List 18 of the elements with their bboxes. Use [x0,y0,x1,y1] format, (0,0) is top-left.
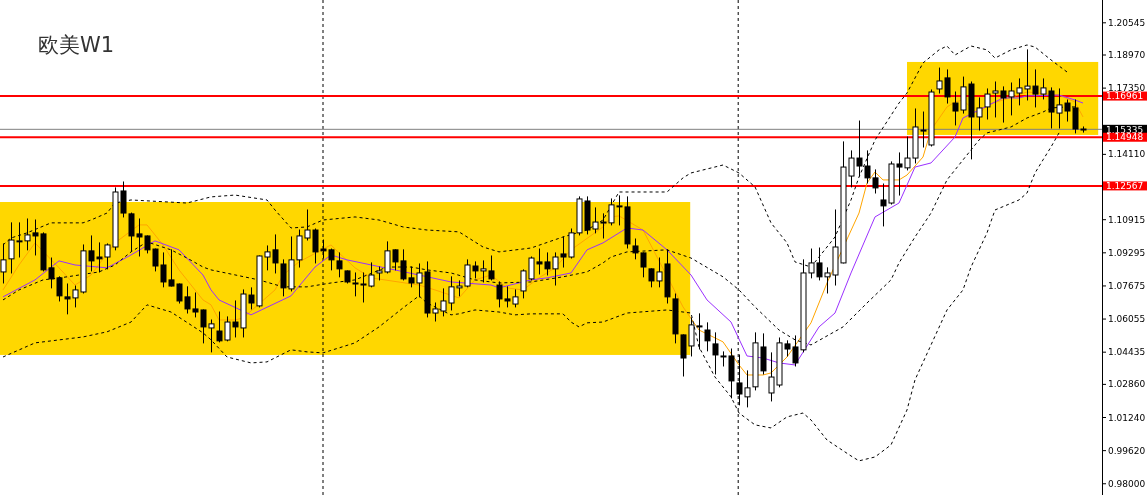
ytick: 1.07675 [1108,280,1146,291]
ytick: 1.01240 [1108,412,1146,423]
ytick: 1.14110 [1108,149,1146,160]
ytick: 1.18970 [1108,50,1146,60]
ytick: 0.99620 [1108,445,1146,456]
ytick: 1.20545 [1108,17,1146,28]
ytick: 0.98000 [1108,478,1146,489]
ytick: 1.06055 [1108,314,1146,325]
title: 欧美W1 [38,33,115,57]
ref-label: 1.12567 [1106,181,1144,192]
ytick: 1.10915 [1108,214,1146,225]
ytick: 1.17350 [1108,83,1146,94]
ytick: 1.09295 [1108,247,1146,258]
ref-label: 1.14948 [1106,132,1144,143]
ref-label: 1.15335 [1106,124,1144,135]
ytick: 1.02860 [1108,379,1146,390]
ytick: 1.04435 [1108,347,1146,358]
ref-label: 1.16961 [1106,91,1144,102]
